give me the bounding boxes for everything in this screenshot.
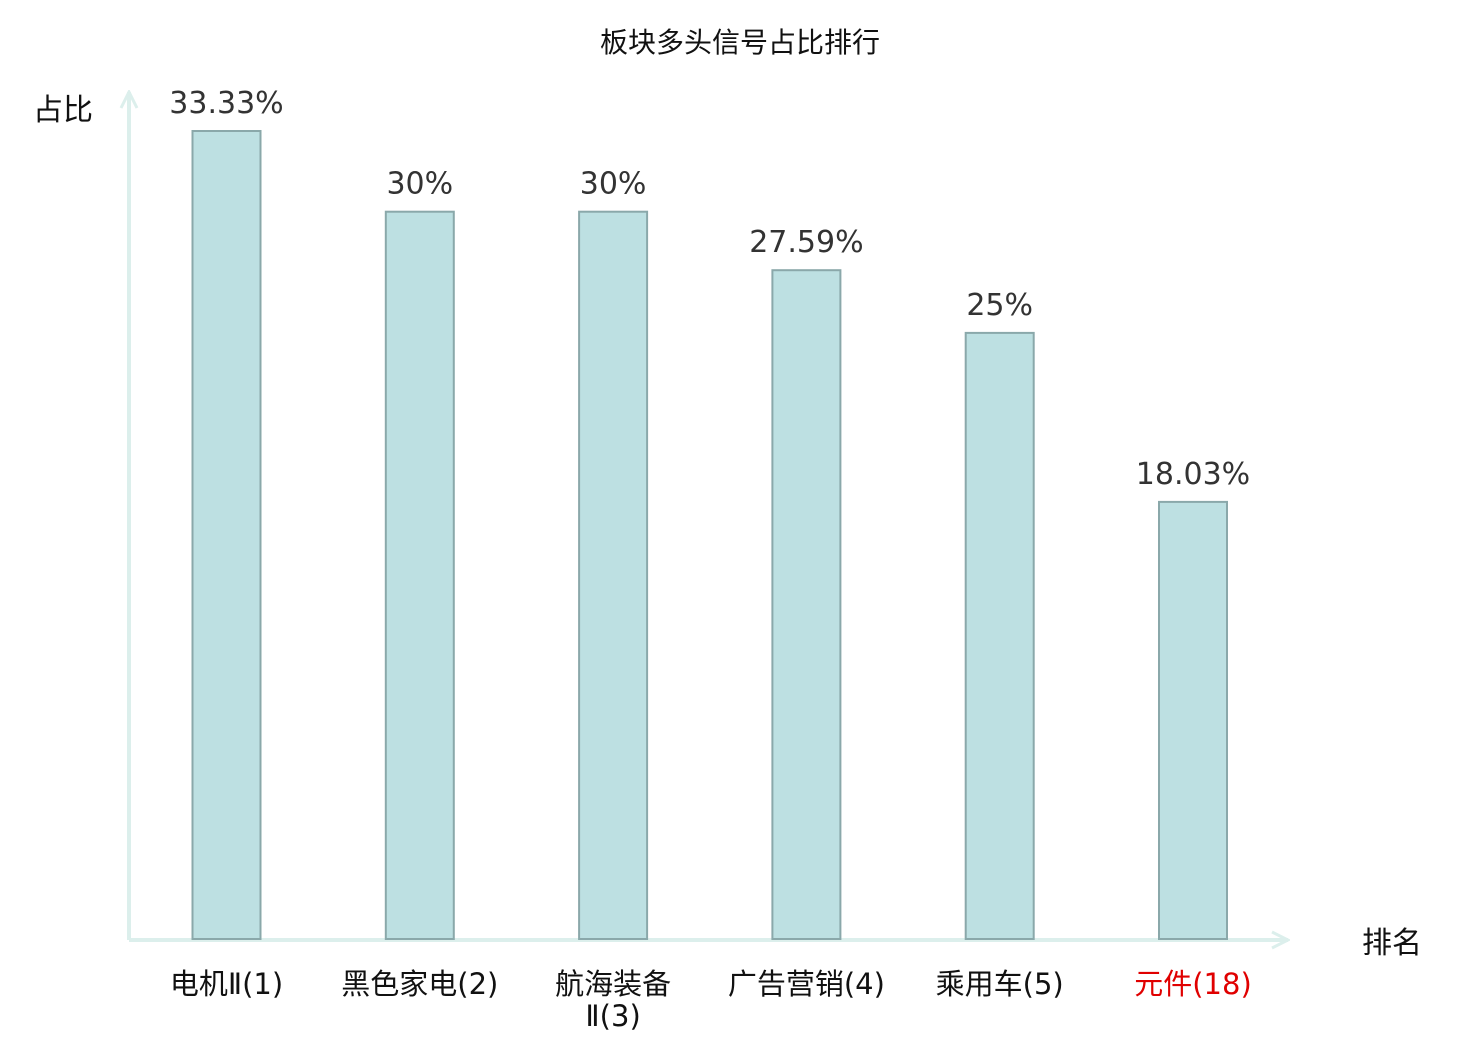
x-tick-label: Ⅱ(3) xyxy=(585,999,640,1033)
bar xyxy=(191,130,262,940)
x-tick-label: 黑色家电(2) xyxy=(341,967,498,1001)
bar-value-label: 33.33% xyxy=(169,86,283,121)
y-axis-label: 占比 xyxy=(33,93,93,128)
bar xyxy=(578,210,649,940)
bar-value-label: 30% xyxy=(580,167,647,202)
x-axis-label: 排名 xyxy=(1362,926,1422,961)
x-tick-label: 元件(18) xyxy=(1134,967,1252,1001)
bar xyxy=(384,210,455,940)
bar xyxy=(1158,500,1228,940)
x-tick-label: 航海装备 xyxy=(555,967,671,1001)
bar-value-label: 30% xyxy=(386,167,453,202)
bar xyxy=(771,269,842,940)
x-tick-label: 电机Ⅱ(1) xyxy=(170,967,283,1001)
bar-value-label: 25% xyxy=(966,288,1033,323)
x-tick-label: 乘用车(5) xyxy=(936,967,1064,1001)
x-tick-label: 广告营销(4) xyxy=(728,967,885,1001)
chart-title: 板块多头信号占比排行 xyxy=(600,26,880,59)
bar xyxy=(964,331,1035,940)
bar-value-label: 27.59% xyxy=(749,225,863,260)
bar-value-label: 18.03% xyxy=(1136,457,1250,492)
